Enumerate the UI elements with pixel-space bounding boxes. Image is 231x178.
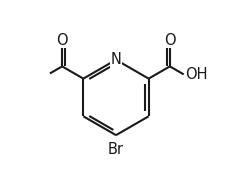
Text: O: O [163,33,175,48]
Text: Br: Br [108,142,123,157]
Text: O: O [56,33,68,48]
Text: N: N [110,52,121,67]
Text: OH: OH [184,67,206,82]
